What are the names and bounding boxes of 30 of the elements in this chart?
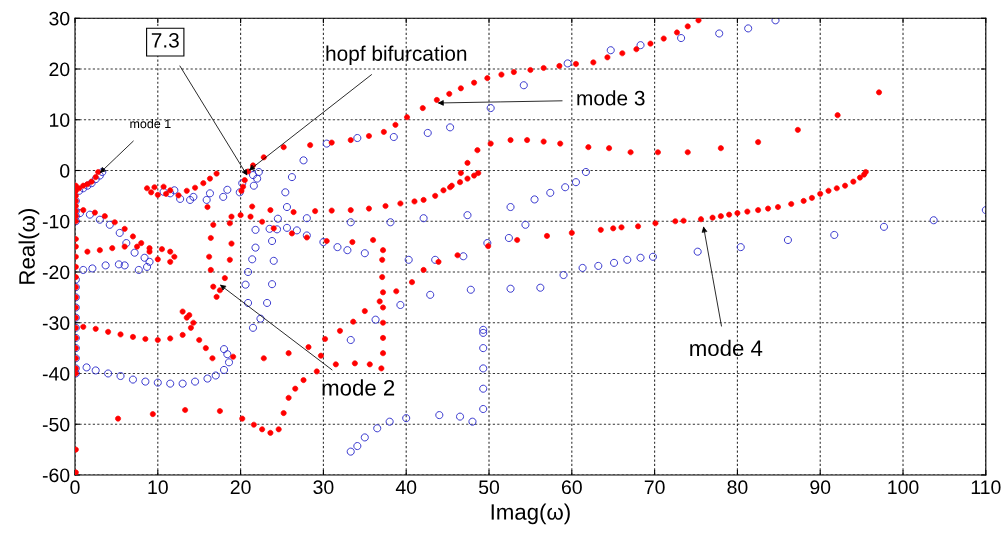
y-axis-title: Real(ω) — [18, 209, 40, 284]
x-tick-label: 50 — [478, 480, 500, 495]
annotation: mode 4 — [690, 339, 763, 357]
x-tick-label: 90 — [810, 480, 831, 495]
x-tick-label: 0 — [70, 480, 80, 495]
y-tick-label: -50 — [42, 417, 70, 432]
annotation: mode 3 — [577, 90, 645, 106]
x-tick-label: 60 — [561, 480, 582, 495]
annotation: hopf bifurcation — [326, 45, 467, 66]
y-tick-label: 20 — [49, 62, 70, 77]
x-tick-label: 110 — [971, 480, 1001, 495]
x-tick-label: 30 — [313, 480, 334, 495]
x-tick-label: 20 — [230, 480, 251, 495]
annotation: 7.3 — [151, 32, 179, 48]
y-tick-label: 30 — [49, 11, 70, 26]
x-tick-label: 10 — [148, 480, 168, 495]
y-tick-label: -10 — [42, 214, 70, 229]
x-tick-label: 70 — [644, 480, 665, 495]
y-tick-label: -30 — [42, 316, 70, 330]
annotation: mode 1 — [130, 119, 171, 129]
y-tick-label: 0 — [60, 163, 70, 178]
x-tick-label: 100 — [888, 480, 919, 495]
x-tick-label: 40 — [395, 480, 417, 495]
y-tick-label: -60 — [42, 468, 70, 483]
annotation: mode 2 — [322, 379, 395, 396]
x-axis-title: Imag(ω) — [491, 503, 570, 525]
y-tick-label: 10 — [49, 113, 70, 127]
y-tick-label: -20 — [42, 265, 70, 280]
x-tick-label: 80 — [727, 480, 748, 495]
y-tick-label: -40 — [42, 366, 70, 381]
